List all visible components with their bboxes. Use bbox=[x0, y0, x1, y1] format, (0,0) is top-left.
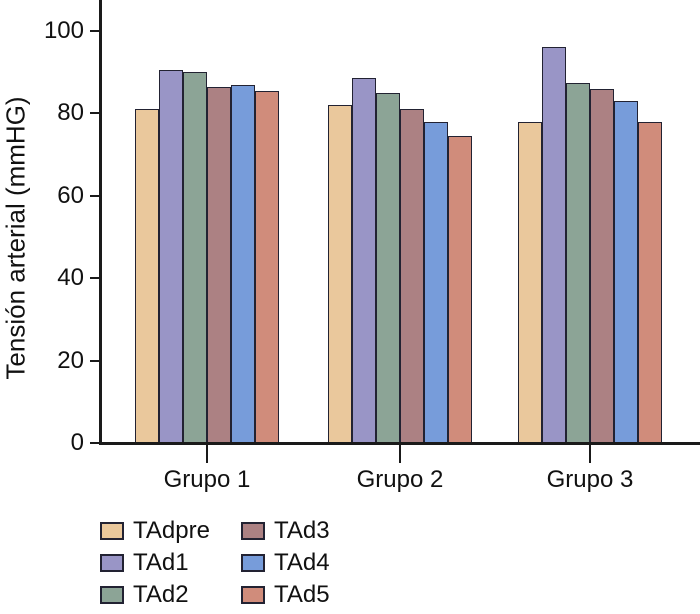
y-tick-label: 40 bbox=[57, 264, 84, 292]
y-tick-label: 100 bbox=[43, 17, 84, 44]
bar-tadpre-grupo1 bbox=[135, 109, 159, 444]
x-tick-mark bbox=[589, 445, 591, 463]
y-tick-label: 20 bbox=[57, 346, 84, 374]
legend-swatch-tad3 bbox=[241, 522, 265, 540]
x-axis-spine bbox=[99, 442, 700, 445]
legend-label-tad3: TAd3 bbox=[274, 517, 330, 544]
x-category-label: Grupo 1 bbox=[163, 466, 251, 493]
bar-tadpre-grupo3 bbox=[518, 121, 542, 444]
legend-swatch-tad2 bbox=[100, 586, 124, 604]
legend-item-tadpre: TAdpre bbox=[100, 519, 210, 543]
y-tick-mark bbox=[90, 359, 100, 362]
bar-tad1-grupo2 bbox=[352, 78, 376, 444]
bar-tad4-grupo3 bbox=[614, 101, 638, 444]
legend-label-tadpre: TAdpre bbox=[133, 517, 210, 544]
bar-tad4-grupo2 bbox=[424, 121, 448, 444]
x-category-label: Grupo 3 bbox=[546, 466, 634, 493]
bar-tad2-grupo2 bbox=[376, 92, 400, 444]
bar-tad1-grupo3 bbox=[542, 47, 566, 444]
x-tick-mark bbox=[399, 445, 401, 463]
bar-tad2-grupo3 bbox=[566, 82, 590, 444]
x-category-label: Grupo 2 bbox=[356, 466, 444, 493]
legend-swatch-tad1 bbox=[100, 554, 124, 572]
legend-swatch-tadpre bbox=[100, 522, 124, 540]
bar-tad2-grupo1 bbox=[183, 72, 207, 444]
bar-tad3-grupo2 bbox=[400, 109, 424, 444]
y-tick-label: 0 bbox=[70, 429, 84, 456]
legend-label-tad2: TAd2 bbox=[133, 581, 189, 608]
legend-item-tad4: TAd4 bbox=[241, 551, 330, 575]
legend-swatch-tad4 bbox=[241, 554, 265, 572]
bar-tadpre-grupo2 bbox=[328, 105, 352, 444]
y-tick-label: 80 bbox=[57, 99, 84, 127]
y-tick-mark bbox=[90, 194, 100, 197]
legend-item-tad3: TAd3 bbox=[241, 519, 330, 543]
legend-label-tad5: TAd5 bbox=[274, 581, 330, 608]
legend-item-tad1: TAd1 bbox=[100, 551, 189, 575]
bar-tad3-grupo1 bbox=[207, 86, 231, 444]
y-tick-mark bbox=[90, 442, 100, 444]
y-tick-mark bbox=[90, 30, 100, 32]
x-tick-mark bbox=[206, 445, 208, 463]
legend-label-tad1: TAd1 bbox=[133, 549, 189, 576]
legend-label-tad4: TAd4 bbox=[274, 549, 330, 576]
bar-tad5-grupo1 bbox=[255, 90, 279, 444]
bar-tad3-grupo3 bbox=[590, 88, 614, 444]
y-axis-spine bbox=[99, 0, 102, 445]
bar-tad4-grupo1 bbox=[231, 84, 255, 444]
y-axis-title: Tensión arterial (mmHG) bbox=[0, 96, 31, 380]
bar-tad5-grupo2 bbox=[448, 136, 472, 444]
bar-tad5-grupo3 bbox=[638, 121, 662, 444]
bar-tad1-grupo1 bbox=[159, 70, 183, 444]
legend-item-tad5: TAd5 bbox=[241, 583, 330, 607]
y-tick-mark bbox=[90, 112, 100, 115]
y-tick-mark bbox=[90, 277, 100, 280]
legend-item-tad2: TAd2 bbox=[100, 583, 189, 607]
legend-swatch-tad5 bbox=[241, 586, 265, 604]
y-tick-label: 60 bbox=[57, 181, 84, 209]
